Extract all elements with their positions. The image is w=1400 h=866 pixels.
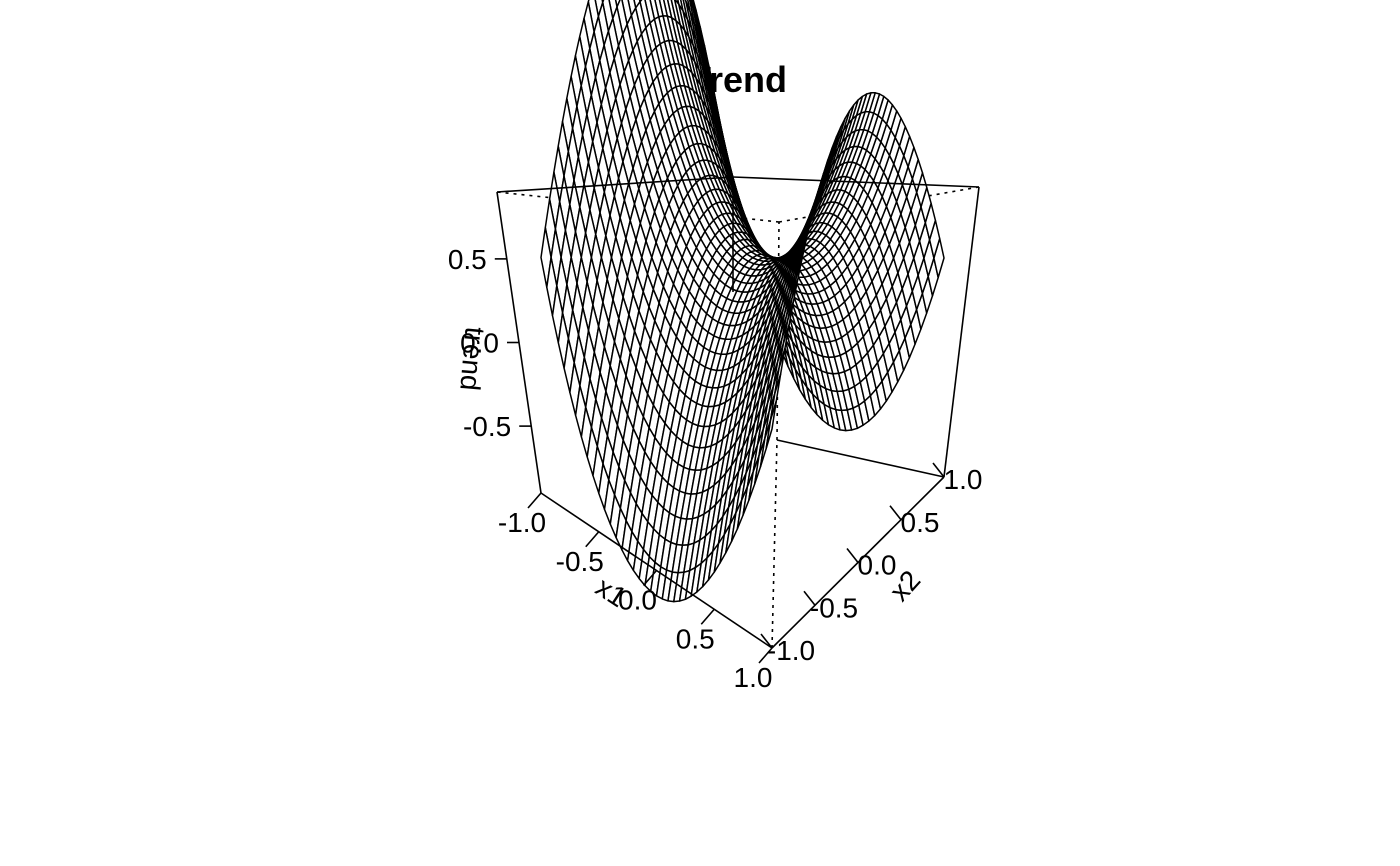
x1-tick-label: 0.0 [618,585,657,616]
x2-tick [760,633,773,649]
surface-mesh [540,0,945,603]
x2-tick-label: -1.0 [767,635,815,666]
z-axis-label: trend [454,326,490,392]
x1-tick-label: -0.5 [556,546,604,577]
x2-tick [803,590,816,606]
x2-tick [932,462,945,478]
surface-facet [765,400,778,450]
z-tick-label: 0.0 [460,328,499,359]
x2-tick-label: 0.5 [901,507,940,538]
x2-tick-label: -0.5 [810,592,858,623]
x2-tick-label: 0.0 [858,550,897,581]
box-edge [943,186,980,478]
x1-tick [527,492,542,509]
floor-back-edge [776,439,945,478]
x2-tick [889,505,902,521]
box-edge [732,176,980,188]
x1-tick [585,531,600,548]
x1-tick [642,569,658,587]
hidden-box-edge [771,439,778,649]
x1-tick-label: -1.0 [498,507,546,538]
z-tick-label: 0.5 [448,244,487,275]
z-tick-label: -0.5 [463,411,511,442]
box-edge [496,176,734,193]
x2-tick [846,548,859,563]
x1-tick [758,647,773,664]
x2-tick-label: 1.0 [944,464,983,495]
x1-tick-label: 1.0 [734,662,773,693]
x1-tick [700,608,715,625]
x1-tick-label: 0.5 [676,623,715,654]
